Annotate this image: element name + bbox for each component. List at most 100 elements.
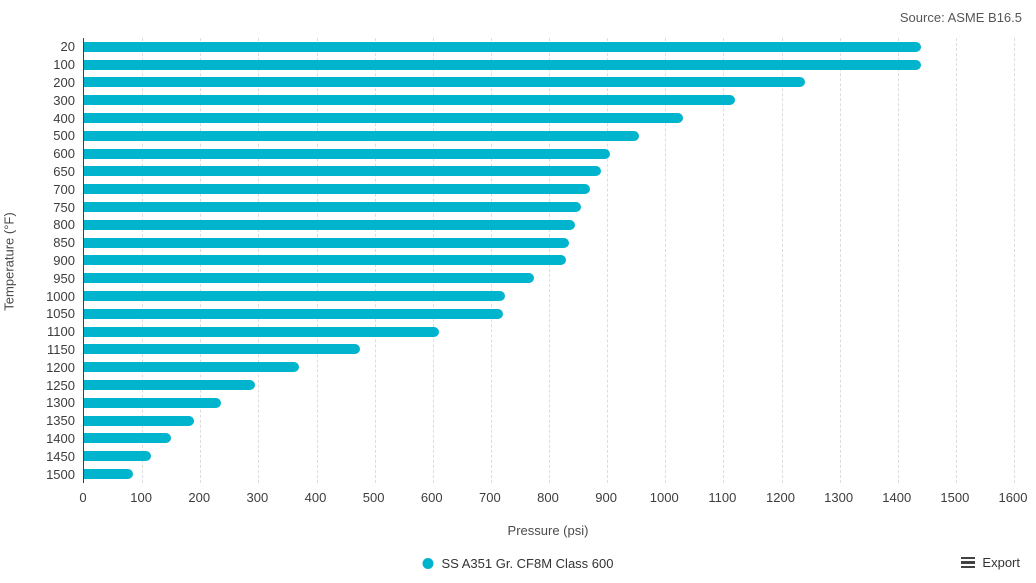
bar-row bbox=[84, 465, 1013, 483]
y-tick-label: 950 bbox=[53, 270, 75, 286]
bar-row bbox=[84, 412, 1013, 430]
y-tick-label: 400 bbox=[53, 110, 75, 126]
y-tick-label: 1200 bbox=[46, 359, 75, 375]
y-tick-label: 1050 bbox=[46, 306, 75, 322]
y-tick-label: 1150 bbox=[47, 341, 75, 357]
bar[interactable] bbox=[84, 451, 151, 462]
x-tick-label: 1200 bbox=[766, 490, 795, 505]
y-tick-label: 300 bbox=[53, 92, 75, 108]
x-axis-title: Pressure (psi) bbox=[507, 523, 589, 538]
bar-row bbox=[84, 287, 1013, 305]
y-tick-label: 20 bbox=[60, 39, 75, 55]
y-tick-label: 1450 bbox=[46, 448, 75, 464]
export-button-label: Export bbox=[982, 555, 1020, 570]
y-tick-label: 800 bbox=[53, 217, 75, 233]
x-tick-label: 500 bbox=[362, 490, 385, 505]
legend-item[interactable]: SS A351 Gr. CF8M Class 600 bbox=[422, 556, 614, 571]
y-tick-label: 1400 bbox=[46, 430, 75, 446]
bar-row bbox=[84, 358, 1013, 376]
bar[interactable] bbox=[84, 202, 581, 213]
y-tick-label: 200 bbox=[53, 74, 75, 90]
bar[interactable] bbox=[84, 469, 134, 480]
export-button[interactable]: Export bbox=[959, 553, 1022, 572]
gridline bbox=[723, 38, 725, 483]
x-tick-label: 1400 bbox=[882, 490, 912, 505]
bar[interactable] bbox=[84, 41, 921, 52]
gridline bbox=[781, 38, 783, 483]
bar-row bbox=[84, 252, 1013, 270]
bar[interactable] bbox=[84, 219, 576, 230]
y-tick-label: 1100 bbox=[47, 324, 75, 340]
x-tick-label: 1600 bbox=[998, 490, 1028, 505]
bar-row bbox=[84, 341, 1013, 359]
bar[interactable] bbox=[84, 433, 172, 444]
y-tick-label: 1500 bbox=[46, 466, 75, 482]
bar[interactable] bbox=[84, 59, 921, 70]
bar-row bbox=[84, 127, 1013, 145]
bar[interactable] bbox=[84, 166, 602, 177]
bar[interactable] bbox=[84, 326, 439, 337]
x-tick-label: 1100 bbox=[708, 490, 737, 505]
y-tick-label: 850 bbox=[53, 235, 75, 251]
bar[interactable] bbox=[84, 291, 506, 302]
y-tick-label: 1000 bbox=[46, 288, 75, 304]
x-tick-label: 100 bbox=[130, 490, 152, 505]
bar[interactable] bbox=[84, 273, 535, 284]
bar-row bbox=[84, 180, 1013, 198]
y-tick-label: 100 bbox=[53, 57, 75, 73]
bar-row bbox=[84, 234, 1013, 252]
bar[interactable] bbox=[84, 237, 570, 248]
bar-row bbox=[84, 74, 1013, 92]
bar-row bbox=[84, 91, 1013, 109]
bar[interactable] bbox=[84, 95, 735, 106]
bar-row bbox=[84, 145, 1013, 163]
bar[interactable] bbox=[84, 148, 611, 159]
bar-row bbox=[84, 109, 1013, 127]
legend-series-label: SS A351 Gr. CF8M Class 600 bbox=[441, 556, 614, 571]
bar[interactable] bbox=[84, 130, 640, 141]
bar-row bbox=[84, 430, 1013, 448]
y-tick-label: 1250 bbox=[46, 377, 75, 393]
x-tick-label: 0 bbox=[79, 490, 87, 505]
bar[interactable] bbox=[84, 415, 195, 426]
y-tick-label: 900 bbox=[53, 252, 75, 268]
gridline bbox=[839, 38, 841, 483]
y-tick-label: 1350 bbox=[46, 413, 75, 429]
bar-row bbox=[84, 163, 1013, 181]
bar-row bbox=[84, 38, 1013, 56]
x-tick-label: 400 bbox=[304, 490, 327, 505]
bar[interactable] bbox=[84, 397, 221, 408]
gridline bbox=[897, 38, 899, 483]
plot-area bbox=[83, 38, 1015, 483]
bar[interactable] bbox=[84, 380, 256, 391]
bar-row bbox=[84, 305, 1013, 323]
gridline bbox=[607, 38, 609, 483]
bar-row bbox=[84, 56, 1013, 74]
y-tick-label: 500 bbox=[53, 128, 75, 144]
y-axis-tick-labels: 20 100 200 300 400 500 600 650 700 750 800 850 900 95… bbox=[0, 38, 75, 483]
bar-row bbox=[84, 323, 1013, 341]
legend-series-marker-icon bbox=[422, 558, 434, 569]
bar[interactable] bbox=[84, 184, 590, 195]
bar[interactable] bbox=[84, 308, 503, 319]
x-tick-label: 1300 bbox=[824, 490, 854, 505]
x-tick-label: 600 bbox=[420, 490, 443, 505]
x-tick-label: 800 bbox=[537, 490, 559, 505]
gridline bbox=[665, 38, 667, 483]
y-tick-label: 750 bbox=[53, 199, 75, 215]
bar-row bbox=[84, 447, 1013, 465]
bar-row bbox=[84, 376, 1013, 394]
bar[interactable] bbox=[84, 113, 683, 124]
y-tick-label: 1300 bbox=[46, 395, 75, 411]
bar-row bbox=[84, 198, 1013, 216]
x-tick-label: 200 bbox=[188, 490, 211, 505]
bar-row bbox=[84, 269, 1013, 287]
bar[interactable] bbox=[84, 362, 300, 373]
source-note: Source: ASME B16.5 bbox=[899, 10, 1022, 25]
bar[interactable] bbox=[84, 255, 567, 266]
bar[interactable] bbox=[84, 344, 361, 355]
y-tick-label: 600 bbox=[53, 146, 75, 162]
x-tick-label: 900 bbox=[595, 490, 617, 505]
bar[interactable] bbox=[84, 77, 805, 88]
x-tick-label: 300 bbox=[246, 490, 269, 505]
